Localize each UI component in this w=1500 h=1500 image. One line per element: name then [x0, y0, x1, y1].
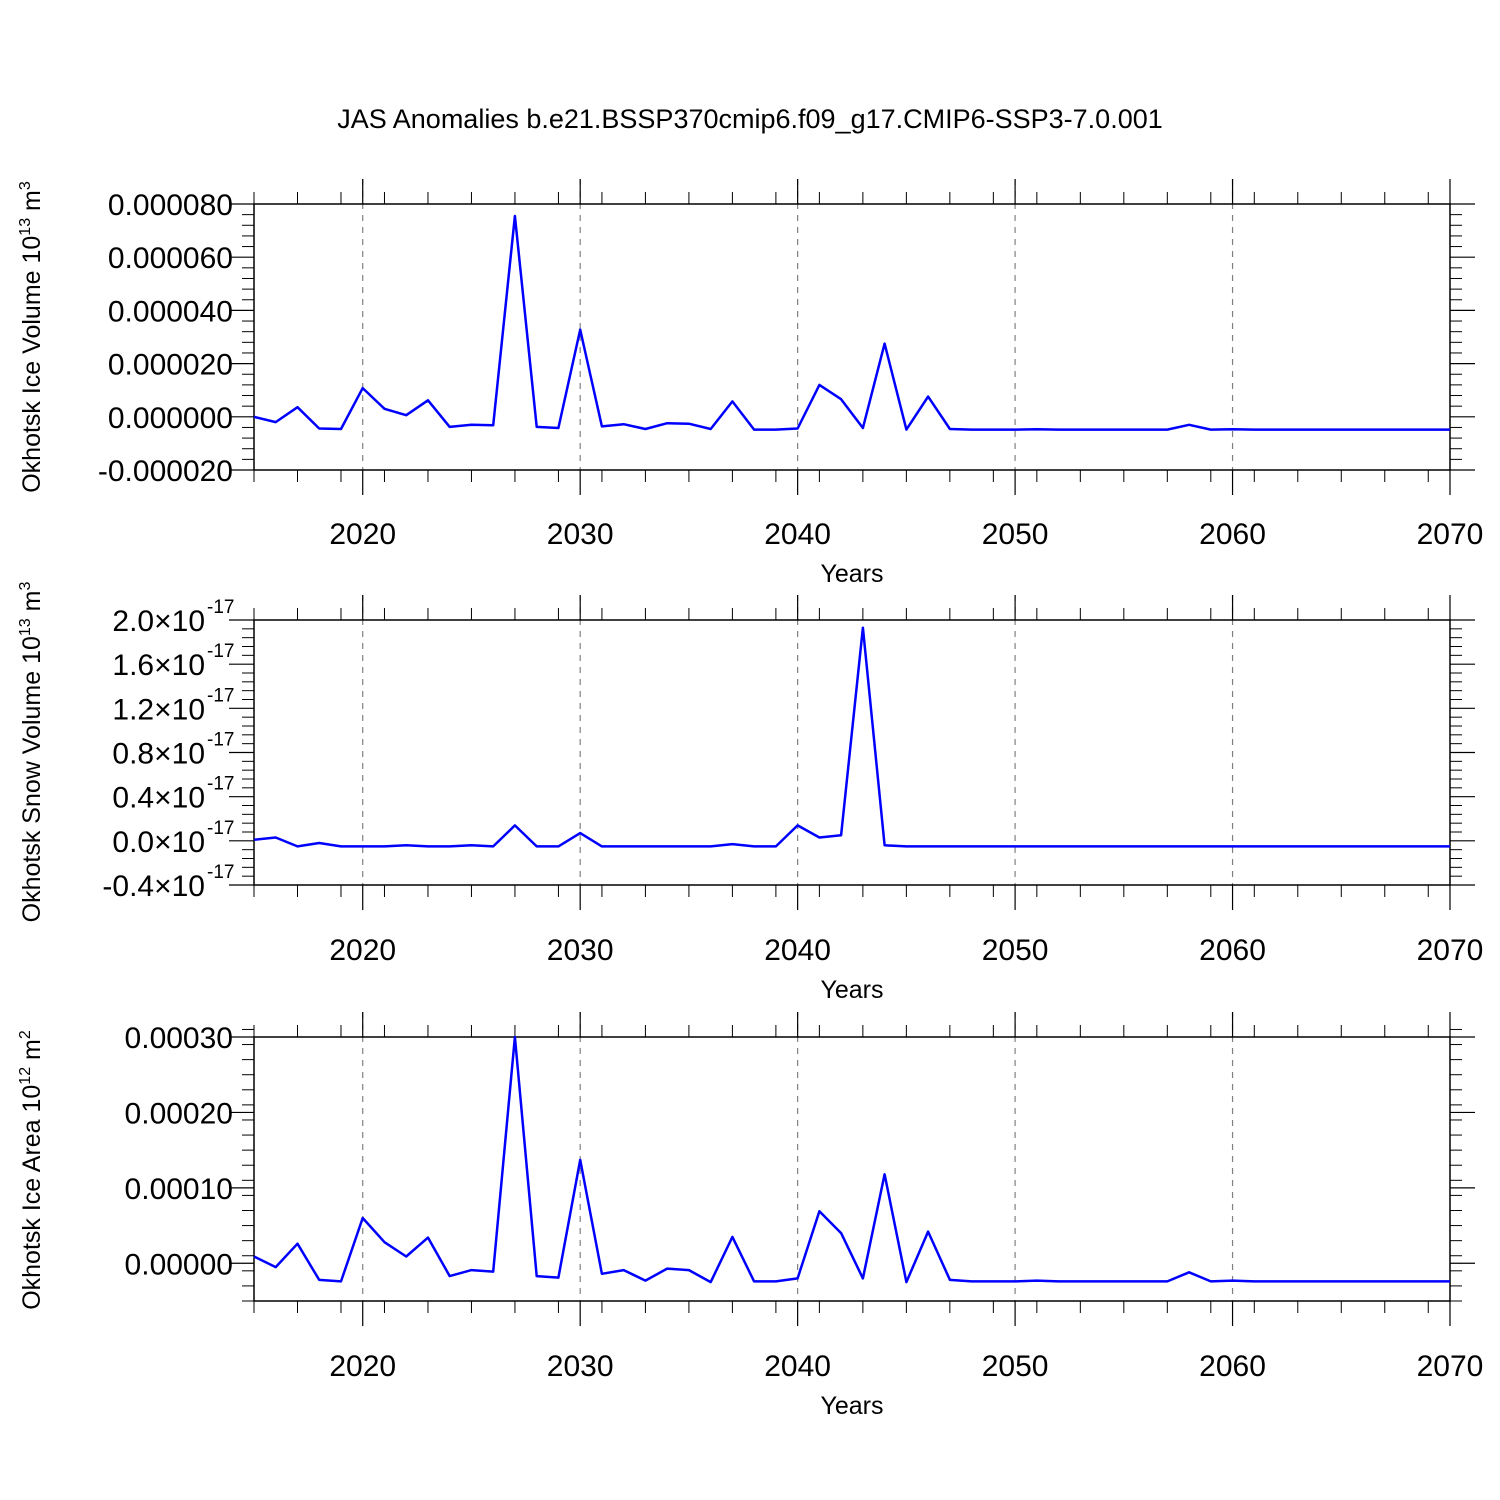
y-tick-label-exponent: -17 [207, 774, 234, 795]
y-tick-label-exponent: -17 [207, 862, 234, 883]
plot-frame [253, 1036, 1451, 1302]
y-tick-label: 0.000000 [108, 402, 233, 435]
y-tick-label: 0.000080 [108, 189, 233, 222]
y-tick-label: -0.000020 [98, 455, 233, 488]
y-tick-label: 0.8×10 [112, 738, 205, 771]
x-tick-label: 2060 [1199, 1350, 1266, 1383]
y-tick-label-exponent: -17 [207, 641, 234, 662]
y-tick-label: 0.00030 [125, 1022, 233, 1055]
x-tick-label: 2060 [1199, 934, 1266, 967]
y-tick-label-exponent: -17 [207, 730, 234, 751]
y-tick-label: 0.000060 [108, 242, 233, 275]
y-tick-label: 2.0×10 [112, 605, 205, 638]
y-tick-label: 1.6×10 [112, 649, 205, 682]
x-tick-label: 2040 [764, 518, 831, 551]
x-tick-label: 2040 [764, 1350, 831, 1383]
x-tick-label: 2070 [1417, 518, 1484, 551]
y-axis-title: Okhotsk Snow Volume 1013 m3 [17, 582, 46, 923]
x-tick-label: 2070 [1417, 1350, 1484, 1383]
x-tick-label: 2050 [982, 1350, 1049, 1383]
x-axis-title: Years [820, 560, 883, 588]
x-tick-label: 2070 [1417, 934, 1484, 967]
x-tick-label: 2050 [982, 518, 1049, 551]
y-tick-label: 0.0×10 [112, 826, 205, 859]
y-tick-label: 0.4×10 [112, 782, 205, 815]
y-tick-label: -0.4×10 [102, 870, 205, 903]
series-line-1 [253, 1035, 1450, 1284]
x-axis-title: Years [820, 976, 883, 1004]
x-tick-label: 2030 [547, 518, 614, 551]
y-tick-label-exponent: -17 [207, 818, 234, 839]
x-tick-label: 2060 [1199, 518, 1266, 551]
x-axis-title: Years [820, 1392, 883, 1420]
x-tick-label: 2020 [329, 1350, 396, 1383]
x-tick-label: 2050 [982, 934, 1049, 967]
y-axis-title: Okhotsk Ice Area 1012 m2 [17, 1030, 46, 1310]
y-tick-label-exponent: -17 [207, 597, 234, 618]
y-tick-label: 1.2×10 [112, 693, 205, 726]
x-tick-label: 2040 [764, 934, 831, 967]
page-title: JAS Anomalies b.e21.BSSP370cmip6.f09_g17… [337, 104, 1163, 134]
plot-frame [253, 203, 1451, 471]
y-tick-label: 0.00010 [125, 1173, 233, 1206]
y-axis-title: Okhotsk Ice Volume 1013 m3 [17, 181, 46, 493]
y-tick-label: 0.00020 [125, 1097, 233, 1130]
series-line-1 [253, 626, 1450, 848]
x-tick-label: 2020 [329, 518, 396, 551]
x-tick-label: 2030 [547, 934, 614, 967]
chart-panel-2: 2020 2030 2040 2050 2060 2070-0.4×10 -170.0×10… [17, 582, 1483, 1004]
y-tick-label: 0.000020 [108, 349, 233, 382]
chart-panel-1: 2020 2030 2040 2050 2060 2070 -0.000020 0.00000… [17, 179, 1483, 588]
y-tick-label: 0.00000 [125, 1248, 233, 1281]
y-tick-label-exponent: -17 [207, 685, 234, 706]
series-line-1 [253, 214, 1450, 431]
chart-panel-3: 2020 2030 2040 2050 2060 2070 0.00000 0.00010 0.… [17, 1012, 1483, 1420]
x-tick-label: 2030 [547, 1350, 614, 1383]
x-tick-label: 2020 [329, 934, 396, 967]
y-tick-label: 0.000040 [108, 295, 233, 328]
